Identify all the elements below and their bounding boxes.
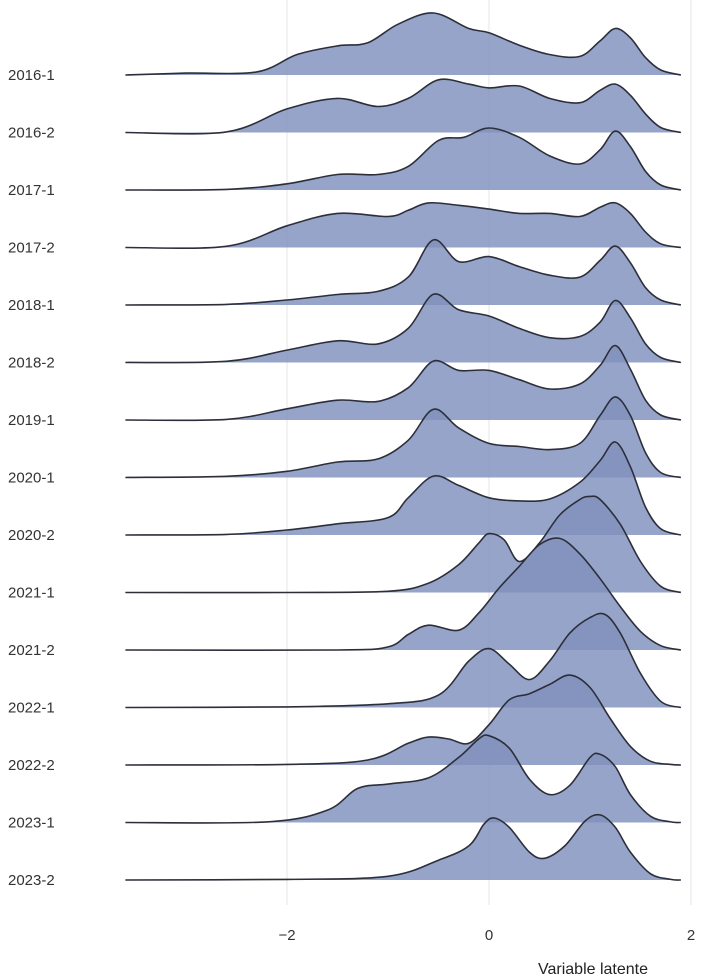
ridge-outline [125,239,682,306]
ridge-2019-1 [125,344,682,422]
category-label: 2020-1 [8,470,55,487]
x-axis-label: Variable latente [538,961,648,978]
ridge-outline [125,201,682,250]
ridge-outline [125,396,682,479]
ridge-2018-2 [125,293,682,364]
ridge-2021-2 [125,537,682,652]
ridge-outline [125,78,682,135]
ridge-area [125,345,681,421]
ridge-outline [125,612,682,709]
category-label: 2017-2 [8,240,55,257]
ridge-outline [125,293,682,364]
ridge-2020-2 [125,441,682,536]
ridge-2016-1 [125,12,682,76]
ridges [125,12,682,881]
category-label: 2016-1 [8,67,55,84]
category-label: 2022-1 [8,700,55,717]
ridge-2022-1 [125,612,682,709]
ridge-2018-1 [125,239,682,306]
ridge-area [125,613,681,708]
ridge-2023-1 [125,734,681,824]
category-label: 2023-2 [8,872,55,889]
x-tick-label: 2 [687,927,695,944]
category-label: 2020-2 [8,527,55,544]
category-label: 2021-1 [8,585,55,602]
ridge-area [125,12,681,75]
ridge-outline [125,495,682,594]
ridge-2016-2 [125,78,682,135]
ridge-area [125,293,681,363]
ridge-outline [125,127,682,191]
ridge-2017-1 [125,127,682,191]
ridge-area [125,202,681,249]
category-label: 2019-1 [8,412,55,429]
ridge-2023-2 [125,813,681,881]
x-axis-ticks: −2 0 2 [278,927,695,944]
ridge-outline [125,813,681,881]
ridge-area [125,128,681,191]
category-label: 2021-2 [8,642,55,659]
category-label: 2018-1 [8,297,55,314]
ridge-area [125,79,681,134]
ridge-area [125,239,681,305]
ridge-area [125,441,681,535]
ridge-outline [125,12,682,76]
ridge-outline [125,537,682,652]
category-labels: 2016-1 2016-2 2017-1 2017-2 2018-1 2018-2 2019… [8,67,55,889]
ridge-area [125,538,681,651]
ridge-area [125,675,681,765]
ridge-area [125,814,681,881]
category-label: 2022-2 [8,757,55,774]
category-label: 2017-1 [8,182,55,199]
ridge-outline [125,344,682,422]
ridge-outline [125,734,681,824]
category-label: 2018-2 [8,355,55,372]
ridge-outline [125,674,681,766]
ridge-outline [125,441,682,536]
x-tick-label: −2 [278,927,295,944]
ridge-area [125,735,681,823]
ridge-area [125,396,681,478]
category-label: 2023-1 [8,815,55,832]
ridge-2020-1 [125,396,682,479]
ridge-2017-2 [125,201,682,250]
category-label: 2016-2 [8,125,55,142]
x-tick-label: 0 [485,927,493,944]
ridge-2022-2 [125,674,681,766]
